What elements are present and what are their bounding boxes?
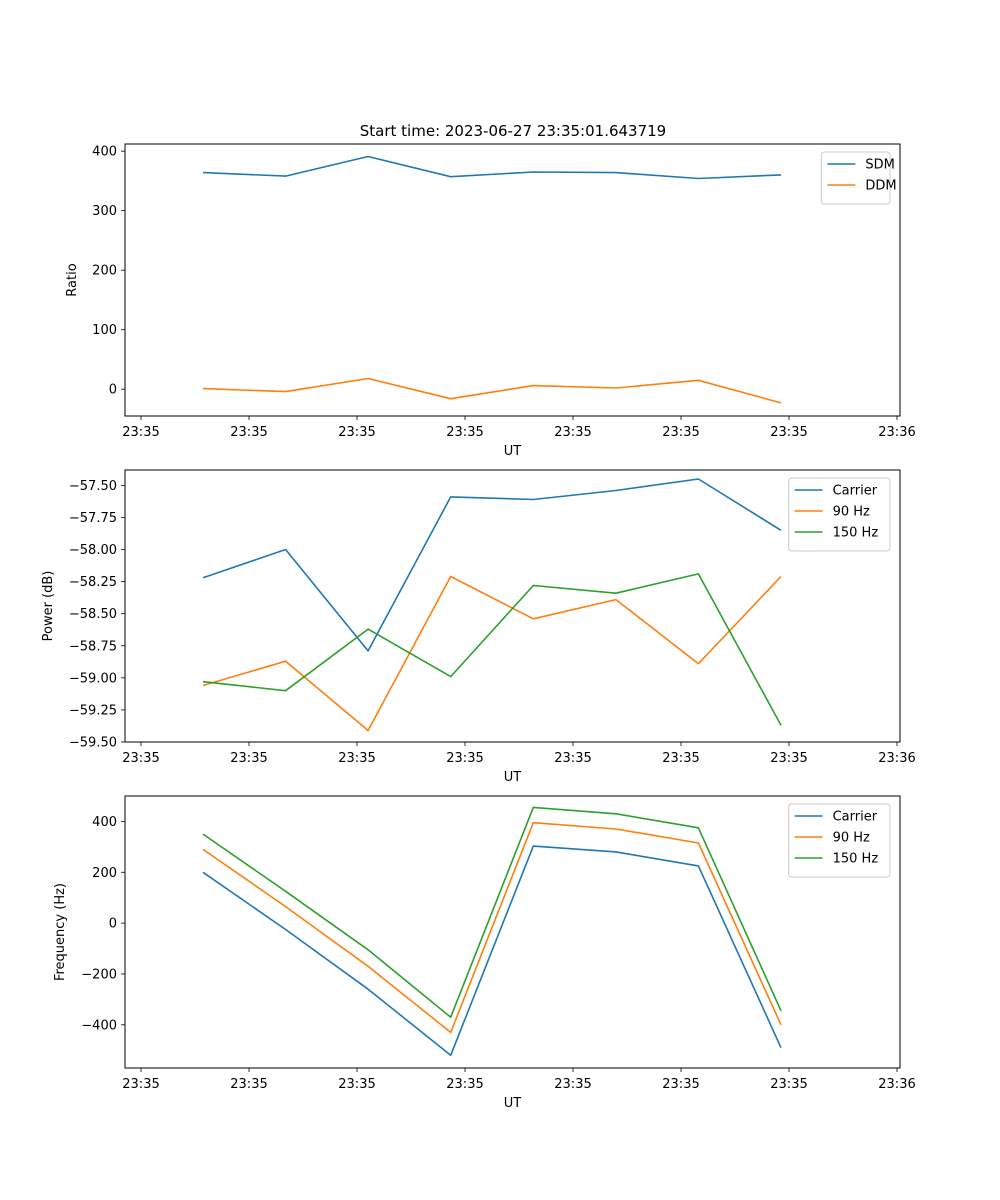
axes-frame <box>124 143 901 417</box>
y-tick-label: 300 <box>92 204 117 219</box>
x-tick-label: 23:35 <box>230 425 267 440</box>
x-tick-label: 23:35 <box>770 1077 807 1092</box>
y-tick-label: −59.00 <box>69 671 117 686</box>
x-axis-label: UT <box>504 1096 522 1111</box>
x-tick-label: 23:36 <box>878 751 915 766</box>
y-tick-label: −59.25 <box>69 703 117 718</box>
legend-label: Carrier <box>833 810 878 825</box>
x-axis-label: UT <box>504 770 522 785</box>
y-tick-label: 100 <box>92 323 117 338</box>
x-tick-label: 23:35 <box>554 425 591 440</box>
legend-label: SDM <box>865 158 894 173</box>
x-tick-label: 23:35 <box>122 751 159 766</box>
y-tick-label: 0 <box>109 383 117 398</box>
y-tick-label: −58.00 <box>69 543 117 558</box>
x-tick-label: 23:35 <box>554 751 591 766</box>
y-tick-label: −58.75 <box>69 639 117 654</box>
x-tick-label: 23:35 <box>770 751 807 766</box>
x-tick-label: 23:36 <box>878 425 915 440</box>
panel-2: 23:35 23:35 23:35 23:35 23:35 23:35 23:35 23:36… <box>41 469 916 785</box>
y-axis-label: Frequency (Hz) <box>53 883 68 981</box>
series-line-150-hz <box>202 806 782 1019</box>
series-line-90-hz <box>202 575 782 732</box>
y-axis-label: Power (dB) <box>41 571 56 642</box>
series-line-sdm <box>202 155 782 180</box>
series-line-150-hz <box>202 573 782 726</box>
axes-frame <box>124 795 901 1069</box>
panels: 23:35 23:35 23:35 23:35 23:35 23:35 23:35 23:36… <box>41 143 916 1111</box>
x-tick-label: 23:35 <box>770 425 807 440</box>
series-line-90-hz <box>202 821 782 1034</box>
legend: SDM DDM <box>820 151 897 205</box>
x-tick-label: 23:35 <box>230 1077 267 1092</box>
legend-label: Carrier <box>833 484 878 499</box>
series-line-carrier <box>202 845 782 1057</box>
x-tick-label: 23:35 <box>554 1077 591 1092</box>
legend-label: DDM <box>865 179 896 194</box>
y-tick-label: −58.25 <box>69 575 117 590</box>
legend: Carrier 90 Hz 150 Hz <box>788 477 891 552</box>
series-line-ddm <box>202 377 782 404</box>
x-tick-label: 23:35 <box>338 1077 375 1092</box>
y-tick-label: −200 <box>81 967 117 982</box>
y-tick-label: −57.50 <box>69 479 117 494</box>
y-tick-label: −58.50 <box>69 607 117 622</box>
x-tick-label: 23:35 <box>446 425 483 440</box>
y-tick-label: −57.75 <box>69 511 117 526</box>
panel-1: 23:35 23:35 23:35 23:35 23:35 23:35 23:35 23:36… <box>65 143 916 459</box>
y-tick-label: 200 <box>92 264 117 279</box>
x-tick-label: 23:35 <box>662 751 699 766</box>
x-axis-label: UT <box>504 444 522 459</box>
legend-label: 90 Hz <box>833 505 870 520</box>
x-tick-label: 23:35 <box>446 1077 483 1092</box>
axes-frame <box>124 469 901 743</box>
chart-title: Start time: 2023-06-27 23:35:01.643719 <box>360 122 666 140</box>
legend-label: 90 Hz <box>833 831 870 846</box>
series-line-carrier <box>202 478 782 652</box>
x-tick-label: 23:35 <box>230 751 267 766</box>
x-tick-label: 23:35 <box>122 425 159 440</box>
y-tick-label: 400 <box>92 145 117 160</box>
y-tick-label: 0 <box>109 917 117 932</box>
legend: Carrier 90 Hz 150 Hz <box>788 803 891 878</box>
y-tick-label: 200 <box>92 866 117 881</box>
x-tick-label: 23:35 <box>338 751 375 766</box>
x-tick-label: 23:35 <box>662 1077 699 1092</box>
legend-label: 150 Hz <box>833 526 879 541</box>
x-tick-label: 23:35 <box>662 425 699 440</box>
x-tick-label: 23:36 <box>878 1077 915 1092</box>
y-tick-label: 400 <box>92 815 117 830</box>
x-tick-label: 23:35 <box>338 425 375 440</box>
y-tick-label: −59.50 <box>69 736 117 751</box>
legend-label: 150 Hz <box>833 852 879 867</box>
legend-box <box>820 151 891 205</box>
y-axis-label: Ratio <box>65 263 80 296</box>
panel-3: 23:35 23:35 23:35 23:35 23:35 23:35 23:35 23:36… <box>53 795 916 1111</box>
x-tick-label: 23:35 <box>122 1077 159 1092</box>
y-tick-label: −400 <box>81 1018 117 1033</box>
x-tick-label: 23:35 <box>446 751 483 766</box>
